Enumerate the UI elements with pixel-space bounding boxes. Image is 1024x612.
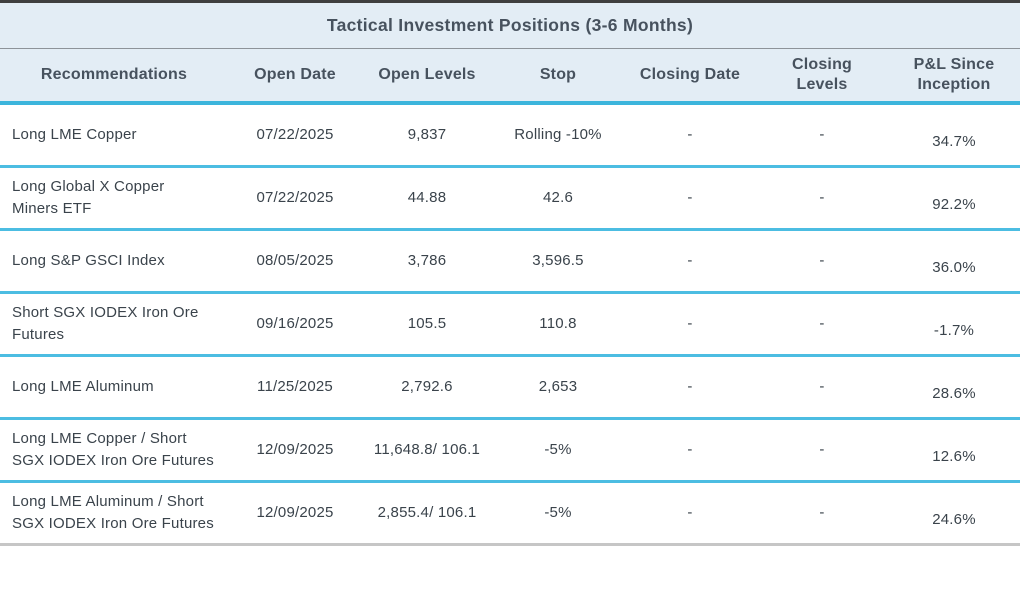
cell-pnl: -1.7%: [933, 322, 975, 340]
column-header-1: Open Date: [254, 66, 336, 83]
cell-recommendation: Long Global X Copper Miners ETF: [12, 178, 165, 217]
cell-recommendation: Long LME Aluminum / Short SGX IODEX Iron…: [12, 493, 214, 532]
cell-pnl: 12.6%: [932, 448, 976, 466]
cell-open-date: 09/16/2025: [256, 315, 334, 333]
table-top-border: [0, 0, 1020, 3]
table-row: Long LME Aluminum / Short SGX IODEX Iron…: [0, 483, 1020, 546]
cell-closing-levels: -: [819, 504, 825, 522]
table-row: Long S&P GSCI Index 08/05/2025 3,786 3,596.…: [0, 231, 1020, 294]
table-row: Long Global X Copper Miners ETF 07/22/202…: [0, 168, 1020, 231]
table-row: Short SGX IODEX Iron Ore Futures 09/16/20…: [0, 294, 1020, 357]
cell-stop: 2,653: [538, 378, 578, 396]
cell-pnl: 92.2%: [932, 196, 976, 214]
column-header-6: P&L Since Inception: [913, 56, 995, 93]
cell-pnl: 28.6%: [932, 385, 976, 403]
column-header-2: Open Levels: [378, 66, 476, 83]
cell-stop: -5%: [544, 441, 572, 459]
cell-closing-levels: -: [819, 378, 825, 396]
cell-closing-date: -: [687, 252, 693, 270]
cell-closing-date: -: [687, 189, 693, 207]
column-header-0: Recommendations: [40, 66, 188, 83]
cell-recommendation: Long S&P GSCI Index: [12, 252, 165, 270]
cell-closing-date: -: [687, 378, 693, 396]
cell-recommendation: Long LME Copper: [12, 126, 137, 144]
cell-open-date: 12/09/2025: [256, 504, 334, 522]
cell-stop: Rolling -10%: [514, 126, 602, 144]
cell-open-levels: 105.5: [407, 315, 447, 333]
cell-stop: 42.6: [543, 189, 573, 207]
cell-open-levels: 9,837: [407, 126, 447, 144]
table-row: Long LME Copper / Short SGX IODEX Iron O…: [0, 420, 1020, 483]
cell-open-date: 11/25/2025: [257, 378, 333, 396]
cell-stop: -5%: [544, 504, 572, 522]
cell-pnl: 24.6%: [932, 511, 976, 529]
cell-pnl: 36.0%: [932, 259, 976, 277]
cell-closing-levels: -: [819, 315, 825, 333]
cell-open-levels: 44.88: [407, 189, 447, 207]
cell-open-date: 08/05/2025: [256, 252, 334, 270]
table-row: Long LME Aluminum 11/25/2025 2,792.6 2,653 -…: [0, 357, 1020, 420]
cell-open-date: 07/22/2025: [256, 126, 334, 144]
cell-stop: 3,596.5: [532, 252, 584, 270]
table-body: Long LME Copper 07/22/2025 9,837 Rolling -1…: [0, 105, 1020, 546]
cell-closing-levels: -: [819, 441, 825, 459]
cell-recommendation: Short SGX IODEX Iron Ore Futures: [12, 304, 199, 343]
column-header-4: Closing Date: [639, 66, 741, 83]
tactical-positions-table: Tactical Investment Positions (3-6 Month…: [0, 0, 1020, 546]
cell-recommendation: Long LME Aluminum: [12, 378, 154, 396]
cell-closing-levels: -: [819, 189, 825, 207]
cell-open-date: 12/09/2025: [256, 441, 334, 459]
cell-closing-levels: -: [819, 126, 825, 144]
column-header-5: Closing Levels: [791, 56, 853, 93]
cell-open-levels: 2,855.4/ 106.1: [377, 504, 477, 522]
column-header-3: Stop: [539, 66, 577, 83]
table-row: Long LME Copper 07/22/2025 9,837 Rolling -1…: [0, 105, 1020, 168]
cell-closing-date: -: [687, 315, 693, 333]
cell-pnl: 34.7%: [932, 133, 976, 151]
cell-stop: 110.8: [539, 315, 577, 333]
cell-closing-date: -: [687, 126, 693, 144]
cell-closing-date: -: [687, 441, 693, 459]
cell-open-date: 07/22/2025: [256, 189, 334, 207]
cell-open-levels: 2,792.6: [401, 378, 453, 396]
cell-closing-date: -: [687, 504, 693, 522]
table-title-band: Tactical Investment Positions (3-6 Month…: [0, 3, 1020, 49]
cell-open-levels: 11,648.8/ 106.1: [373, 441, 481, 459]
cell-recommendation: Long LME Copper / Short SGX IODEX Iron O…: [12, 430, 214, 469]
table-title: Tactical Investment Positions (3-6 Month…: [326, 15, 694, 35]
cell-open-levels: 3,786: [407, 252, 447, 270]
header-row: Recommendations Open Date Open Levels Stop C…: [0, 49, 1020, 105]
cell-closing-levels: -: [819, 252, 825, 270]
